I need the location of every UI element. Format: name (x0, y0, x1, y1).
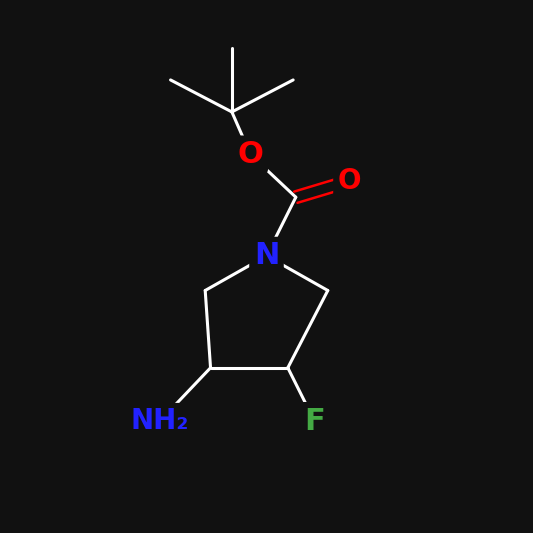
Text: NH₂: NH₂ (131, 407, 189, 435)
Text: O: O (337, 167, 361, 195)
Text: O: O (238, 140, 263, 169)
Text: N: N (254, 241, 279, 270)
Text: F: F (304, 407, 325, 435)
